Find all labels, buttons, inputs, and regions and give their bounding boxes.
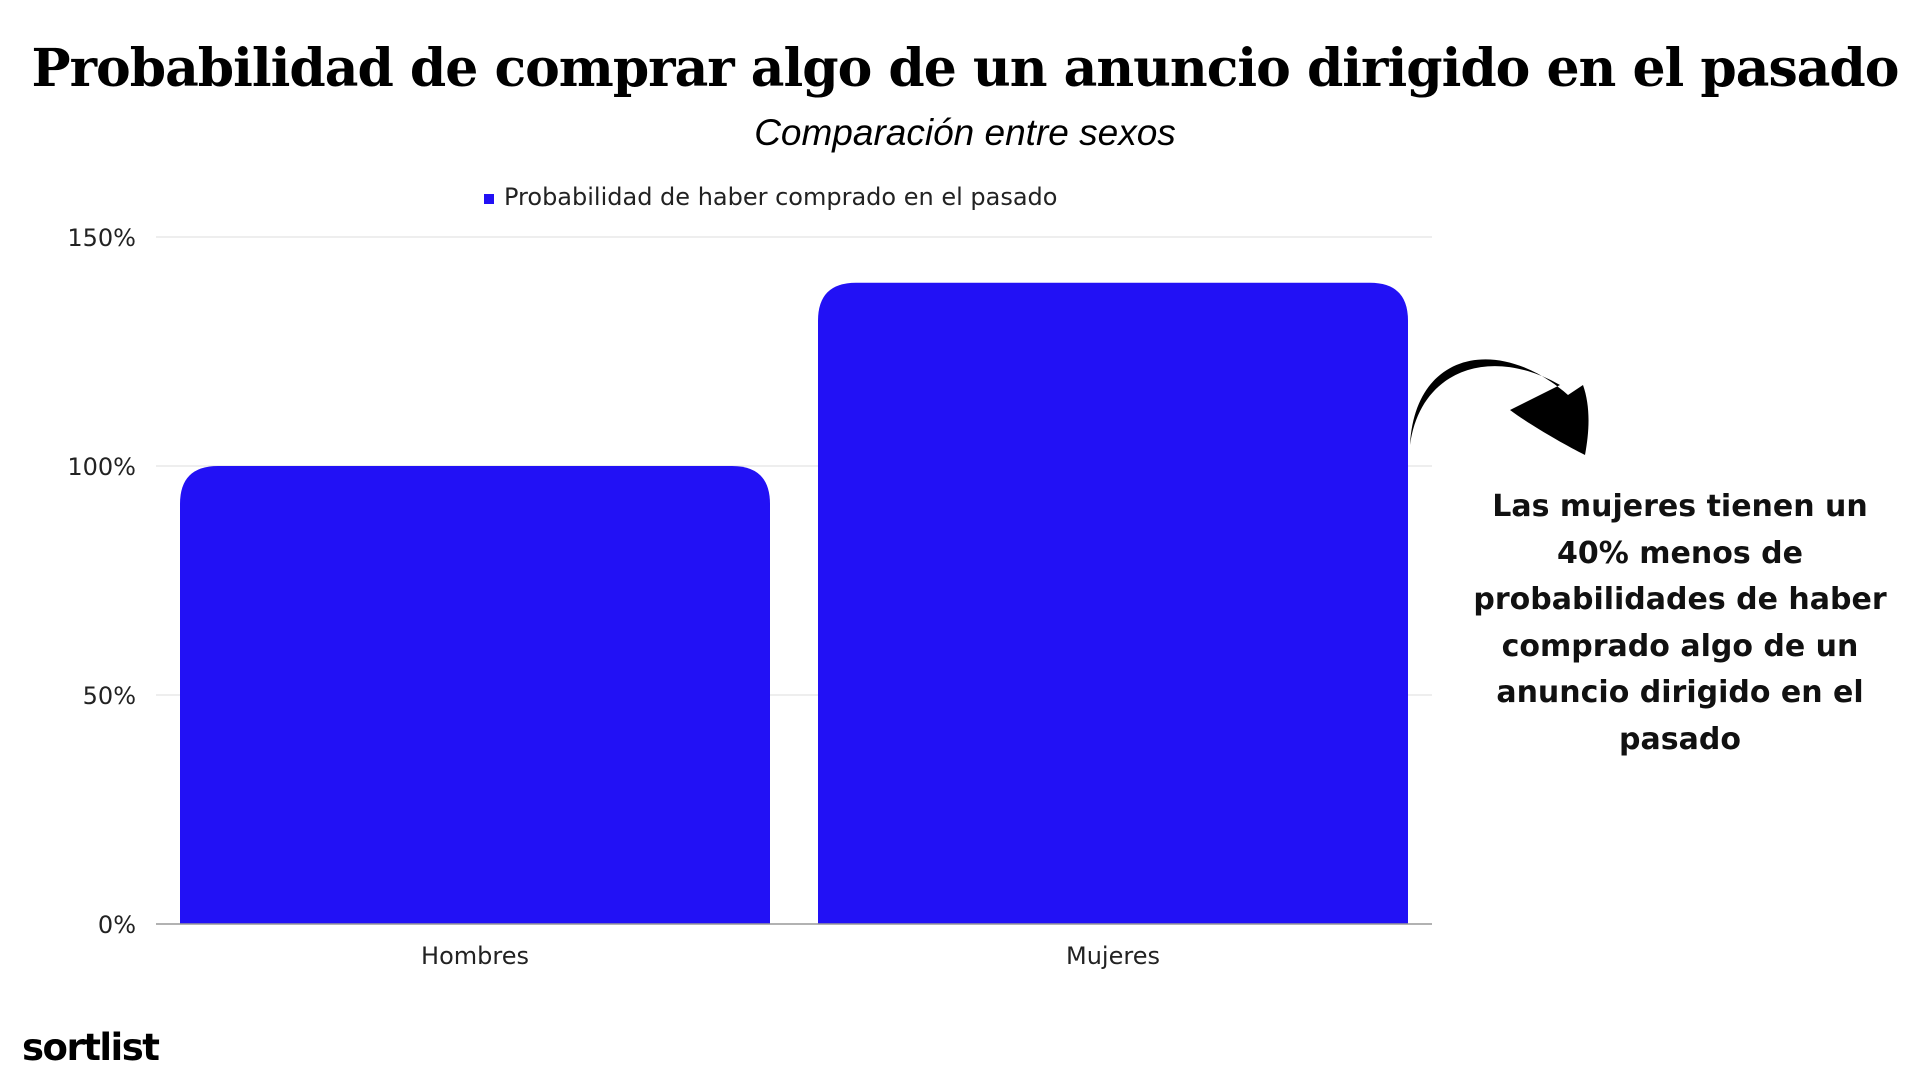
bar-hombres [180, 466, 770, 924]
chart-subtitle: Comparación entre sexos [754, 112, 1176, 153]
bar-mujeres [818, 282, 1408, 924]
x-tick-label: Mujeres [1066, 942, 1160, 970]
chart-title: Probabilidad de comprar algo de un anunc… [31, 38, 1900, 99]
y-tick-label: 0% [98, 911, 136, 939]
annotation-text: Las mujeres tienen un 40% menos de proba… [1473, 489, 1887, 757]
y-tick-label: 150% [67, 224, 136, 252]
y-tick-label: 100% [67, 453, 136, 481]
y-tick-label: 50% [83, 682, 136, 710]
x-tick-label: Hombres [421, 942, 529, 970]
sortlist-logo: sortlist [22, 1026, 160, 1069]
legend-label: Probabilidad de haber comprado en el pas… [504, 183, 1057, 211]
legend-swatch [484, 194, 494, 204]
